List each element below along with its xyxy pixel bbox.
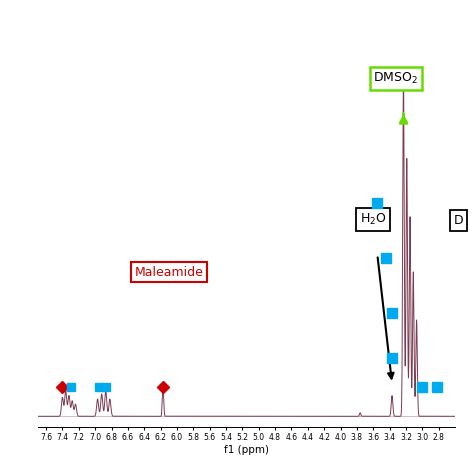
- X-axis label: f1 (ppm): f1 (ppm): [224, 445, 269, 455]
- Text: Maleamide: Maleamide: [134, 266, 203, 279]
- Text: H$_2$O: H$_2$O: [360, 212, 386, 227]
- Text: D: D: [454, 214, 463, 227]
- Text: DMSO$_2$: DMSO$_2$: [374, 71, 418, 86]
